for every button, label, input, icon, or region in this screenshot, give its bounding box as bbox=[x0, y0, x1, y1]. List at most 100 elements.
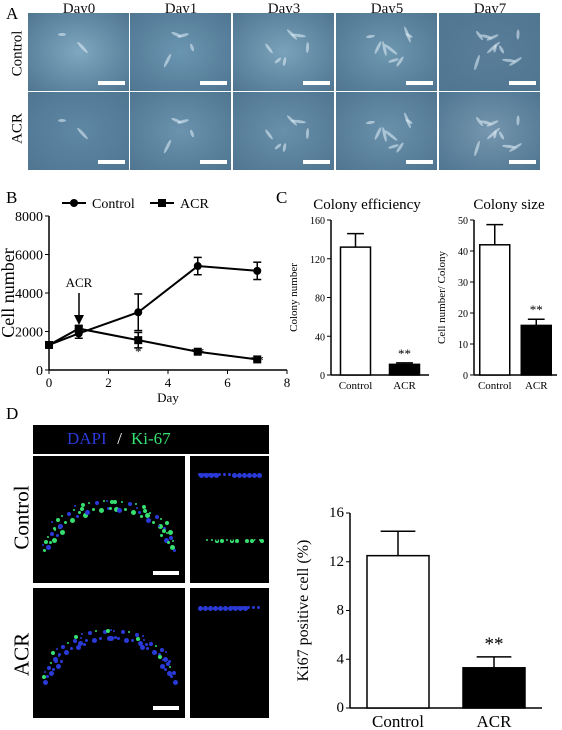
panel-d-letter: D bbox=[6, 404, 19, 423]
nucleus-dot bbox=[201, 538, 203, 541]
annotation-arrowhead bbox=[74, 315, 84, 325]
y-tick-label: 8000 bbox=[15, 210, 43, 225]
cell-shape bbox=[473, 140, 481, 157]
nucleus-dot bbox=[66, 641, 69, 644]
y-tick-label: 160 bbox=[310, 216, 325, 227]
nucleus-dot bbox=[225, 538, 229, 543]
cell-shape bbox=[492, 130, 498, 139]
nucleus-dot bbox=[228, 605, 233, 611]
nucleus-dot bbox=[84, 639, 88, 642]
nucleus-dot bbox=[131, 639, 135, 642]
cell-number-line-chart: 0 2000 4000 6000 8000 0 2 4 6 8 Day Cell number Cont… bbox=[0, 197, 290, 405]
scale-bar bbox=[406, 81, 433, 85]
nucleus-dot bbox=[124, 508, 128, 512]
nucleus-dot bbox=[42, 544, 45, 547]
nucleus-dot bbox=[61, 644, 66, 649]
nucleus-dot bbox=[149, 641, 154, 646]
data-point-control bbox=[193, 262, 202, 271]
nucleus-dot bbox=[139, 644, 145, 650]
nucleus-dot bbox=[260, 538, 264, 543]
scale-bar bbox=[98, 160, 125, 164]
nucleus-dot bbox=[69, 647, 73, 651]
y-tick-label: 2000 bbox=[15, 326, 43, 341]
nucleus-dot bbox=[162, 526, 166, 530]
nucleus-dot bbox=[149, 512, 152, 515]
ki67-bar-chart: 0 4 8 12 16 Ki67 positive cell (%) Control ACR *… bbox=[295, 505, 542, 730]
nucleus-dot bbox=[91, 637, 97, 643]
nucleus-dot bbox=[56, 533, 60, 537]
x-tick-label: Control bbox=[372, 712, 424, 730]
nucleus-dot bbox=[161, 658, 164, 661]
nucleus-dot bbox=[53, 656, 59, 662]
annotation-label: ACR bbox=[66, 275, 93, 290]
nucleus-dot bbox=[43, 549, 47, 553]
data-point-acr bbox=[74, 324, 83, 333]
nucleus-dot bbox=[243, 472, 246, 476]
panel-a-letter: A bbox=[6, 4, 19, 23]
y-tick-label: 40 bbox=[315, 332, 325, 343]
nucleus-dot bbox=[238, 605, 243, 611]
nucleus-dot bbox=[167, 541, 171, 545]
micrograph-acr-day-0 bbox=[28, 92, 129, 170]
nucleus-dot bbox=[157, 654, 162, 659]
scale-bar bbox=[153, 571, 179, 575]
y-axis-label: Cell number/ Colony bbox=[436, 251, 448, 344]
if-image-acr-merge bbox=[33, 588, 185, 718]
nucleus-dot bbox=[48, 671, 54, 677]
bar-control bbox=[366, 554, 430, 709]
row-label-acr: ACR bbox=[9, 113, 26, 144]
nucleus-dot bbox=[109, 506, 113, 510]
colony-efficiency-chart: 0 40 80 120 160 Colony efficiency Colony numbe… bbox=[288, 197, 429, 392]
cell-shape bbox=[498, 44, 505, 55]
dapi-label: DAPI bbox=[67, 429, 107, 448]
cell-shape bbox=[473, 54, 481, 71]
nucleus-dot bbox=[53, 526, 57, 530]
nucleus-dot bbox=[99, 636, 103, 640]
nucleus-dot bbox=[136, 507, 139, 510]
stain-separator: / bbox=[113, 429, 127, 448]
nucleus-dot bbox=[172, 549, 176, 553]
y-tick-label: 50 bbox=[458, 216, 468, 227]
cell-shape bbox=[498, 130, 505, 141]
x-tick-label: 6 bbox=[224, 375, 231, 390]
nucleus-dot bbox=[74, 505, 77, 508]
y-tick-label: 0 bbox=[320, 371, 325, 382]
nucleus-dot bbox=[226, 538, 228, 541]
nucleus-dot bbox=[160, 518, 163, 521]
cell-shape bbox=[305, 127, 310, 140]
nucleus-dot bbox=[61, 515, 64, 517]
nucleus-dot bbox=[199, 472, 204, 478]
nucleus-dot bbox=[120, 500, 123, 503]
nucleus-dot bbox=[45, 675, 49, 679]
scale-bar bbox=[303, 81, 330, 85]
y-axis-label: Ki67 positive cell (%) bbox=[295, 540, 312, 682]
nucleus-dot bbox=[58, 653, 62, 657]
nucleus-dot bbox=[114, 506, 119, 512]
nucleus-dot bbox=[79, 636, 82, 639]
nucleus-dot bbox=[238, 472, 241, 476]
nucleus-dot bbox=[73, 509, 76, 512]
bar-acr bbox=[520, 324, 552, 376]
nucleus-dot bbox=[142, 509, 147, 514]
nucleus-dot bbox=[233, 472, 236, 476]
nucleus-dot bbox=[163, 537, 169, 543]
y-tick-label: 120 bbox=[310, 255, 325, 266]
nucleus-dot bbox=[245, 672, 247, 675]
cell-shape bbox=[76, 126, 89, 141]
if-row-label-acr: ACR bbox=[9, 632, 34, 677]
nucleus-dot bbox=[255, 538, 259, 543]
nucleus-dot bbox=[82, 513, 88, 519]
colony-size-chart: 0 10 20 30 40 50 Colony size Cell number/ Colon… bbox=[436, 197, 557, 392]
scale-bar bbox=[153, 706, 179, 710]
nucleus-dot bbox=[216, 538, 218, 541]
x-tick-label: 8 bbox=[284, 375, 290, 390]
nucleus-dot bbox=[157, 523, 163, 529]
nucleus-dot bbox=[157, 524, 160, 527]
y-axis-label: Cell number bbox=[0, 248, 18, 337]
nucleus-dot bbox=[157, 653, 161, 657]
nucleus-dot bbox=[141, 505, 146, 510]
nucleus-dot bbox=[81, 632, 84, 635]
nucleus-dot bbox=[209, 472, 214, 478]
cell-shape bbox=[365, 34, 376, 39]
nucleus-dot bbox=[216, 672, 220, 677]
